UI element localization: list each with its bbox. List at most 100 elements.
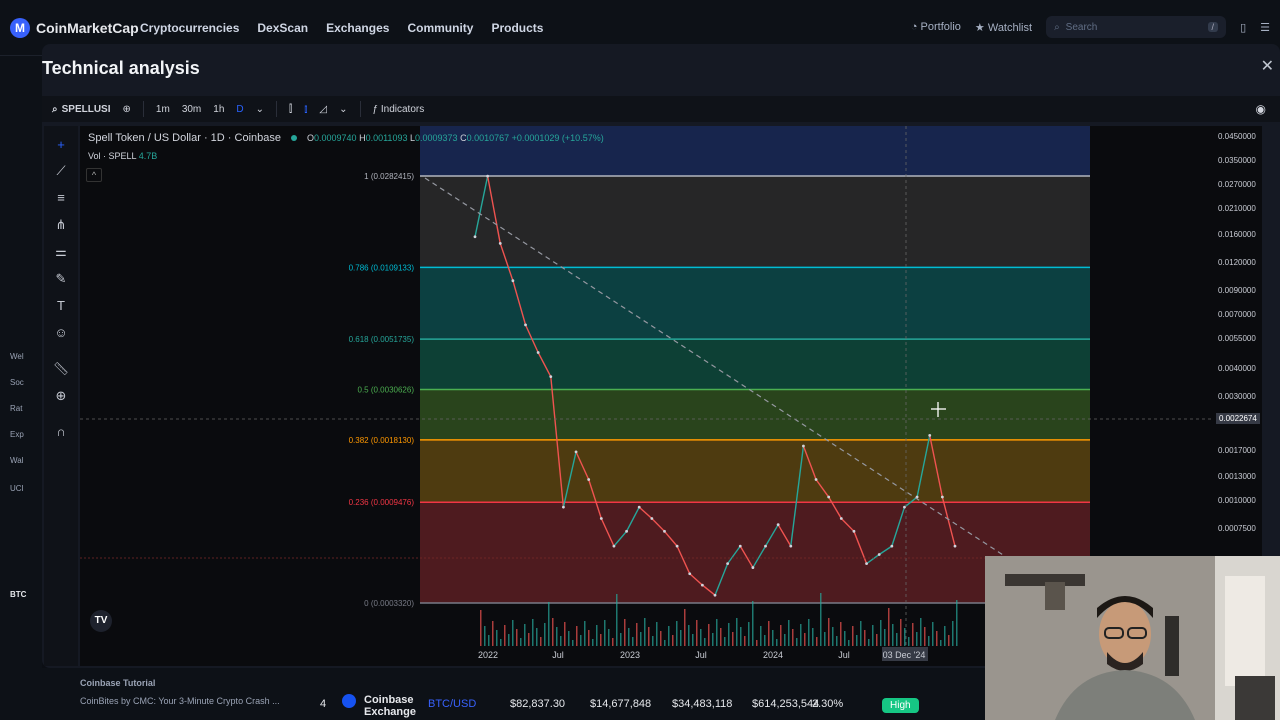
price-point — [852, 529, 856, 533]
volume-bar — [936, 631, 938, 646]
search-input[interactable]: ⌕ Search / — [1046, 16, 1227, 38]
tradingview-logo-icon[interactable]: TV — [90, 610, 112, 632]
brush-icon[interactable]: ✎ — [55, 271, 67, 286]
indicators-button[interactable]: ƒ Indicators — [372, 103, 425, 115]
interval-d[interactable]: D — [236, 103, 244, 115]
volume-bar — [504, 625, 506, 646]
bar-style-icon[interactable]: ⫿ — [289, 103, 293, 115]
magnet-icon[interactable]: ∩ — [56, 424, 66, 439]
text-icon[interactable]: T — [57, 298, 65, 313]
volume-bar — [672, 635, 674, 646]
time-tick-label: 03 Dec '24 — [883, 650, 926, 660]
volume-bar — [928, 636, 930, 646]
zoom-in-icon[interactable]: ⊕ — [55, 388, 67, 403]
strip-text: Wel — [10, 352, 24, 361]
fib-level-label: 0.618 (0.0051735) — [349, 335, 415, 344]
volume-bar — [836, 636, 838, 646]
volume-bar — [812, 628, 814, 646]
volume-bar — [640, 632, 642, 646]
price-point — [789, 544, 793, 548]
pitchfork-icon[interactable]: ⋔ — [55, 217, 67, 232]
price-point — [839, 517, 843, 520]
volume-bar — [536, 628, 538, 646]
volume-bar — [856, 635, 858, 646]
add-compare-icon[interactable]: ⊕ — [122, 103, 131, 115]
price-point — [625, 529, 628, 533]
volume-bar — [764, 635, 766, 646]
price-segment — [600, 518, 615, 547]
camera-icon[interactable]: ◉ — [1255, 102, 1266, 116]
ruler-icon[interactable]: 📏︎ — [52, 361, 70, 376]
volume-bar — [692, 634, 694, 646]
nav-link-exchanges[interactable]: Exchanges — [326, 21, 390, 35]
price-tick-label: 0.0030000 — [1218, 392, 1256, 401]
nav-link-cryptocurrencies[interactable]: Cryptocurrencies — [140, 21, 240, 35]
watchlist-link[interactable]: ★ Watchlist — [974, 21, 1033, 34]
ohlc-values: O0.0009740 H0.0011093 L0.0009373 C0.0010… — [307, 133, 604, 143]
collapse-legend-icon[interactable]: ^ — [86, 168, 102, 182]
mobile-icon[interactable]: ▯ — [1240, 21, 1247, 34]
crosshair-icon[interactable]: + — [57, 137, 65, 152]
horizontal-lines-icon[interactable]: ≡ — [57, 190, 65, 205]
area-style-icon[interactable]: ◿ — [319, 103, 328, 115]
price-segment — [613, 530, 628, 547]
menu-icon[interactable]: ☰ — [1260, 21, 1270, 34]
price-point — [549, 375, 553, 379]
volume-bar — [728, 623, 730, 646]
strip-text: UCI — [10, 484, 24, 493]
fib-retracement-icon[interactable]: ⚌ — [55, 244, 67, 259]
volume-bar — [572, 640, 574, 646]
price-point — [890, 544, 894, 548]
price-point — [827, 495, 831, 499]
volume-bar — [612, 638, 614, 646]
fib-band — [420, 267, 1090, 340]
close-icon[interactable]: ✕ — [1260, 58, 1274, 75]
volume-bar — [720, 628, 722, 646]
trend-line-icon[interactable]: ⟋ — [56, 163, 66, 178]
nav-link-community[interactable]: Community — [407, 21, 474, 35]
nav-link-dexscan[interactable]: DexScan — [257, 21, 309, 35]
volume-bar — [956, 600, 958, 646]
price-segment — [512, 280, 527, 326]
volume-bar — [852, 626, 854, 646]
price-segment — [474, 175, 489, 237]
price-point — [663, 529, 666, 533]
interval-1h[interactable]: 1h — [213, 103, 225, 115]
modal-title: Technical analysis — [42, 58, 200, 78]
volume-bar — [668, 626, 670, 646]
volume-bar — [496, 630, 498, 646]
price-segment — [866, 553, 880, 565]
strip-text: Exp — [10, 430, 24, 439]
cmc-logo[interactable]: M CoinMarketCap — [10, 18, 139, 38]
volume-bar — [516, 629, 518, 646]
volume-bar — [908, 637, 910, 646]
chevron-down-icon[interactable]: ⌄ — [255, 103, 265, 115]
volume-bar — [804, 633, 806, 646]
price-point — [650, 517, 654, 520]
exchange-name[interactable]: Coinbase Exchange — [364, 694, 416, 718]
volume-bar — [664, 640, 666, 646]
time-tick-label: 2024 — [763, 650, 783, 660]
current-price-label: 0.0022674 — [1216, 413, 1260, 424]
fib-band — [420, 389, 1090, 440]
nav-link-products[interactable]: Products — [491, 21, 544, 35]
volume-bar — [792, 629, 794, 646]
webcam-scene — [985, 556, 1280, 720]
video-caption[interactable]: CoinBites by CMC: Your 3-Minute Crypto C… — [80, 696, 280, 706]
interval-1m[interactable]: 1m — [155, 103, 170, 115]
price-segment — [663, 530, 678, 547]
indicators-icon: ƒ — [372, 103, 379, 115]
candle-style-icon[interactable]: ⫾ — [304, 103, 308, 115]
volume-bar — [540, 637, 542, 646]
interval-30m[interactable]: 30m — [181, 103, 202, 115]
price-segment — [904, 496, 918, 508]
price-tick-label: 0.0350000 — [1218, 156, 1256, 165]
pair-link[interactable]: BTC/USD — [428, 698, 477, 710]
symbol-search[interactable]: ⌕ SPELLUSI — [52, 104, 111, 115]
volume-bar — [760, 626, 762, 646]
emoji-icon[interactable]: ☺ — [54, 325, 68, 340]
portfolio-link[interactable]: ◔ Portfolio — [910, 21, 961, 33]
chart-svg[interactable]: 1 (0.0282415) 0.786 (0.0109133) 0.618 (0.0… — [80, 126, 1212, 666]
volume-bar — [528, 633, 530, 646]
chevron-down-icon[interactable]: ⌄ — [339, 103, 348, 115]
